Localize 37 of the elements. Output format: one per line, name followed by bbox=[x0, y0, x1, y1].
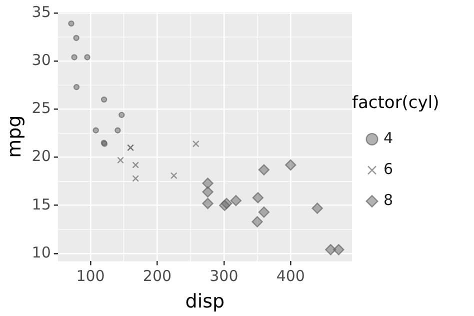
point bbox=[258, 164, 270, 176]
point bbox=[92, 127, 99, 134]
point bbox=[202, 198, 214, 210]
point bbox=[100, 96, 108, 103]
y-tick-label: 15 bbox=[32, 195, 51, 214]
legend-label: 6 bbox=[384, 160, 394, 178]
point bbox=[114, 127, 121, 134]
point bbox=[252, 192, 264, 204]
point bbox=[258, 206, 270, 218]
x-axis-title: disp bbox=[185, 290, 225, 313]
legend-title: factor(cyl) bbox=[352, 93, 440, 114]
x-tick-label: 200 bbox=[142, 267, 172, 286]
y-tick-label: 35 bbox=[32, 2, 51, 21]
x-tick-label: 100 bbox=[76, 267, 105, 286]
point bbox=[285, 159, 296, 171]
point bbox=[73, 84, 80, 90]
y-tick-label: 30 bbox=[32, 50, 51, 69]
point bbox=[252, 216, 263, 228]
point bbox=[118, 112, 125, 118]
point bbox=[312, 202, 323, 214]
y-tick-label: 10 bbox=[32, 243, 51, 262]
point bbox=[84, 54, 90, 60]
x-tick-label: 400 bbox=[276, 267, 305, 286]
x-tick-label: 300 bbox=[210, 267, 238, 286]
y-axis-title: mpg bbox=[3, 115, 26, 158]
point bbox=[202, 186, 214, 198]
legend-label: 4 bbox=[384, 129, 394, 148]
point bbox=[202, 178, 214, 189]
y-tick-label: 25 bbox=[32, 99, 51, 118]
point bbox=[68, 20, 74, 27]
y-tick-label: 20 bbox=[32, 147, 51, 166]
point bbox=[71, 54, 78, 60]
point bbox=[73, 34, 80, 42]
point bbox=[230, 194, 242, 206]
point bbox=[333, 244, 344, 256]
point bbox=[325, 244, 336, 256]
legend-label: 8 bbox=[384, 191, 394, 210]
